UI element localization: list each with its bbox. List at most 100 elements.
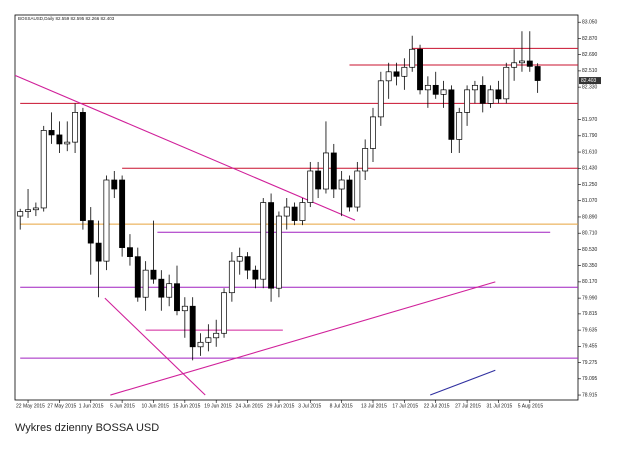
x-tick-label: 29 Jun 2015 [267, 403, 295, 409]
trend-line [14, 74, 356, 221]
candle-body [150, 269, 157, 280]
candle-body [432, 84, 439, 95]
y-tick-label: 79.275 [582, 360, 598, 366]
candle-body [526, 60, 533, 67]
y-tick-label: 81.970 [582, 117, 598, 123]
candle-body [158, 278, 165, 298]
candle-body [338, 179, 345, 190]
y-tick-label: 81.610 [582, 149, 598, 155]
y-tick-label: 79.635 [582, 327, 598, 333]
candle-body [417, 48, 423, 91]
x-tick-label: 24 Jun 2015 [236, 403, 264, 409]
candle-body [487, 89, 494, 104]
candle-body [268, 202, 275, 289]
caption: Wykres dzienny BOSSA USD [15, 422, 159, 434]
y-tick-label: 79.990 [582, 295, 598, 301]
candle-body [166, 283, 173, 298]
candle-body [354, 170, 361, 208]
candle-body [142, 269, 149, 298]
candle-body [87, 220, 94, 244]
y-tick-label: 80.530 [582, 247, 598, 253]
x-tick-label: 17 Jul 2015 [392, 403, 418, 409]
x-tick-label: 5 Aug 2015 [518, 403, 544, 409]
x-tick-label: 3 Jul 2015 [298, 403, 321, 409]
candle-body [252, 269, 259, 280]
x-tick-label: 19 Jun 2015 [204, 403, 232, 409]
y-tick-label: 83.050 [582, 20, 598, 26]
candle-body [409, 48, 416, 68]
candle-body [205, 337, 212, 343]
x-tick-label: 27 Jul 2015 [455, 403, 481, 409]
x-tick-label: 13 Jul 2015 [361, 403, 387, 409]
y-tick-label: 80.350 [582, 263, 598, 269]
candle-body [511, 62, 518, 68]
candle-body [213, 332, 220, 339]
x-tick-label: 5 Jun 2015 [110, 403, 135, 409]
candle-body [440, 89, 447, 95]
candle-body [79, 112, 86, 221]
candle-body [127, 247, 133, 257]
x-tick-label: 8 Jul 2015 [330, 403, 353, 409]
candle-body [299, 202, 306, 221]
y-tick-label: 81.250 [582, 182, 598, 188]
candle-body [503, 66, 510, 100]
x-tick-label: 10 Jun 2015 [141, 403, 169, 409]
y-tick-label: 78.915 [582, 392, 598, 398]
y-tick-label: 82.690 [582, 52, 598, 58]
candle-body [495, 89, 502, 100]
candle-body [291, 206, 298, 221]
y-tick-label: 80.170 [582, 279, 598, 285]
candle-body [275, 215, 282, 289]
candle-body [64, 141, 71, 145]
candle-body [456, 112, 463, 140]
candle-body [221, 292, 227, 334]
y-tick-label: 79.455 [582, 344, 598, 350]
y-tick-label: 79.095 [582, 376, 598, 382]
x-tick-label: 27 May 2015 [47, 403, 76, 409]
candle-body [56, 134, 63, 145]
candle-body [103, 179, 110, 262]
candle-body [197, 341, 204, 348]
candle-body [17, 211, 24, 217]
candle-body [370, 116, 376, 149]
candle-body [307, 170, 314, 203]
y-tick-label: 82.510 [582, 68, 598, 74]
x-tick-label: 1 Jun 2015 [79, 403, 104, 409]
candle-body [174, 283, 180, 312]
candle-body [346, 179, 353, 208]
candle-body [377, 80, 384, 118]
trend-line [104, 297, 206, 396]
last-price-box [579, 77, 601, 85]
candle-body [534, 66, 541, 81]
candle-body [40, 130, 47, 209]
candle-body [385, 71, 392, 82]
candle-body [72, 112, 79, 143]
candle-body [111, 179, 118, 190]
candle-body [189, 305, 196, 348]
trend-line [430, 369, 496, 396]
candle-body [393, 71, 400, 77]
x-tick-label: 22 Jul 2015 [424, 403, 450, 409]
y-tick-label: 80.890 [582, 214, 598, 220]
candle-body [32, 207, 39, 211]
x-tick-label: 22 May 2015 [16, 403, 45, 409]
x-tick-label: 31 Jul 2015 [486, 403, 512, 409]
trend-line [110, 281, 496, 396]
candle-body [464, 89, 471, 113]
candle-body [244, 256, 251, 271]
candle-body [479, 84, 486, 104]
candle-body [315, 170, 322, 190]
candle-body [283, 206, 290, 217]
candle-body [448, 89, 455, 140]
y-tick-label: 82.330 [582, 84, 598, 90]
y-tick-label: 81.070 [582, 198, 598, 204]
candle-body [362, 148, 369, 172]
candle-body [134, 256, 141, 298]
candle-body [181, 305, 188, 312]
y-tick-label: 81.430 [582, 166, 598, 172]
chart-title: BOSSAUSD,Daily 82.559 82.595 82.266 82.4… [18, 16, 115, 21]
candle-body [401, 66, 408, 77]
y-tick-label: 80.710 [582, 231, 598, 237]
candle-body [48, 130, 55, 136]
